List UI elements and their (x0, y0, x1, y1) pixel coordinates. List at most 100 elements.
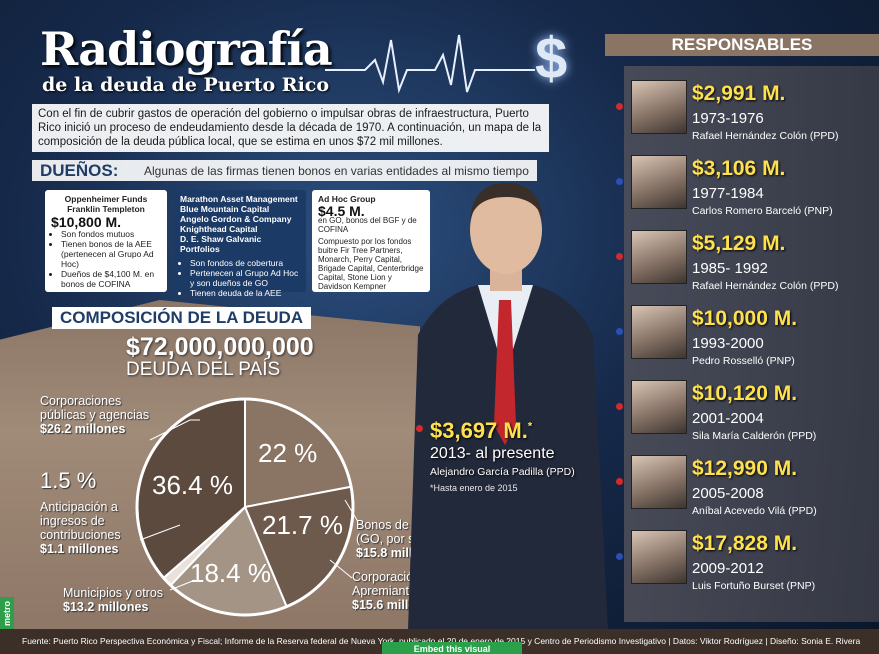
legend-corporaciones: Corporaciones públicas y agencias $26.2 … (40, 394, 160, 436)
card-heading: Franklin Templeton (67, 204, 145, 214)
legend-percent-1-5: 1.5 % (40, 468, 97, 493)
current-name: Alejandro García Padilla (PPD) (430, 466, 575, 478)
metro-logo: metro (0, 597, 14, 629)
leader-line (344, 499, 361, 526)
legend-amount: $1.1 millones (40, 542, 119, 556)
party-dot (616, 403, 623, 410)
governor-photo (631, 155, 687, 209)
governor-period: 2009-2012 (692, 560, 764, 577)
card-heading: Blue Mountain Capital (180, 204, 270, 214)
governor-amount: $12,990 M. (692, 457, 798, 480)
governor-period: 1985- 1992 (692, 260, 768, 277)
governor-period: 2001-2004 (692, 410, 764, 427)
party-dot (616, 253, 623, 260)
governor-amount: $17,828 M. (692, 532, 798, 555)
card-note: en GO, bonos del BGF y de COFINA (318, 216, 417, 234)
party-dot (616, 478, 623, 485)
card-bullet: Pertenecen al Grupo Ad Hoc y son dueños … (190, 268, 300, 288)
governor-photo (631, 380, 687, 434)
party-dot (616, 553, 623, 560)
owner-card-adhoc: Ad Hoc Group $4.5 M. en GO, bonos del BG… (312, 190, 430, 292)
owner-card-marathon: Marathon Asset Management Blue Mountain … (174, 190, 306, 298)
governor-name: Pedro Rosselló (PNP) (692, 355, 795, 367)
page-title: Radiografía (40, 22, 333, 76)
slice-label-18-4: 18.4 % (190, 558, 271, 588)
governor-name: Carlos Romero Barceló (PNP) (692, 205, 833, 217)
slice-label-36-4: 36.4 % (152, 470, 233, 500)
card-heading: Knighthead Capital (180, 224, 258, 234)
legend-category: Corporaciones públicas y agencias (40, 394, 150, 422)
current-period: 2013- al presente (430, 445, 555, 462)
card-bullet: Tienen deuda de la AEE (190, 288, 300, 298)
current-amount: $3,697 M.* (430, 418, 532, 444)
governor-amount: $10,120 M. (692, 382, 798, 405)
current-amount-marker: * (527, 420, 533, 433)
intro-text: Con el fin de cubrir gastos de operación… (32, 104, 549, 152)
responsables-header: RESPONSABLES (605, 34, 879, 56)
governor-amount: $10,000 M. (692, 307, 798, 330)
governor-period: 2005-2008 (692, 485, 764, 502)
legend-amount: $13.2 millones (63, 600, 149, 614)
governor-period: 1977-1984 (692, 185, 764, 202)
owners-label: DUEÑOS: (40, 161, 119, 180)
governor-amount: $2,991 M. (692, 82, 786, 105)
legend-amount: $26.2 millones (40, 422, 126, 436)
governor-name: Rafael Hernández Colón (PPD) (692, 130, 839, 142)
party-dot (616, 178, 623, 185)
owners-description: Algunas de las firmas tienen bonos en va… (144, 164, 529, 178)
governor-photo (631, 455, 687, 509)
page-subtitle: de la deuda de Puerto Rico (42, 74, 330, 96)
legend-municipios: Municipios y otros $13.2 millones (63, 586, 178, 614)
card-heading: Angelo Gordon & Company (180, 214, 292, 224)
card-amount: $4.5 M. (318, 203, 365, 219)
leader-line (169, 579, 196, 591)
card-bullet: Son fondos de cobertura (190, 258, 300, 268)
card-heading: D. E. Shaw Galvanic Portfolios (180, 234, 262, 254)
governor-amount: $3,106 M. (692, 157, 786, 180)
card-detail: Compuesto por los fondos buitre Fir Tree… (318, 237, 424, 291)
pie-outline (135, 397, 355, 617)
leader-line (149, 419, 200, 441)
slice-label-21-7: 21.7 % (262, 510, 343, 540)
governor-photo (631, 80, 687, 134)
governor-period: 1973-1976 (692, 110, 764, 127)
governor-name: Rafael Hernández Colón (PPD) (692, 280, 839, 292)
governor-period: 1993-2000 (692, 335, 764, 352)
governor-portrait (408, 183, 608, 630)
governor-name: Sila María Calderón (PPD) (692, 430, 817, 442)
card-bullet: Son fondos mutuos (61, 229, 161, 239)
card-amount: $10,800 M. (51, 214, 122, 230)
legend-category: Anticipación a ingresos de contribucione… (40, 500, 121, 542)
total-debt: $72,000,000,000 (126, 333, 314, 361)
total-debt-label: DEUDA DEL PAÍS (126, 359, 281, 380)
party-dot (416, 425, 423, 432)
governor-photo (631, 530, 687, 584)
dollar-icon: $ (535, 26, 568, 91)
governor-name: Luis Fortuño Burset (PNP) (692, 580, 816, 592)
slice-label-22: 22 % (258, 438, 318, 468)
governor-photo (631, 305, 687, 359)
current-amount-value: $3,697 M. (430, 418, 528, 443)
card-heading: Marathon Asset Management (180, 194, 298, 204)
owner-card-oppenheimer: Oppenheimer Funds Franklin Templeton $10… (45, 190, 167, 292)
legend-category: Municipios y otros (63, 586, 164, 600)
governor-photo (631, 230, 687, 284)
heartbeat-icon (325, 34, 535, 94)
party-dot (616, 328, 623, 335)
composition-title: COMPOSICIÓN DE LA DEUDA (52, 307, 312, 329)
card-heading: Oppenheimer Funds (64, 194, 148, 204)
governor-amount: $5,129 M. (692, 232, 786, 255)
card-heading: Ad Hoc Group (318, 194, 376, 204)
current-note: *Hasta enero de 2015 (430, 483, 518, 493)
embed-button[interactable]: Embed this visual (382, 642, 522, 654)
legend-anticipacion: Anticipación a ingresos de contribucione… (40, 500, 136, 556)
owners-bar: DUEÑOS: Algunas de las firmas tienen bon… (32, 160, 537, 181)
leader-line (329, 559, 353, 579)
card-bullet: Tienen bonos de la AEE (pertenecen al Gr… (61, 239, 161, 269)
governor-name: Aníbal Acevedo Vilá (PPD) (692, 505, 817, 517)
leader-line (139, 524, 181, 541)
party-dot (616, 103, 623, 110)
card-bullet: Dueños de $4,100 M. en bonos de COFINA (61, 269, 161, 289)
